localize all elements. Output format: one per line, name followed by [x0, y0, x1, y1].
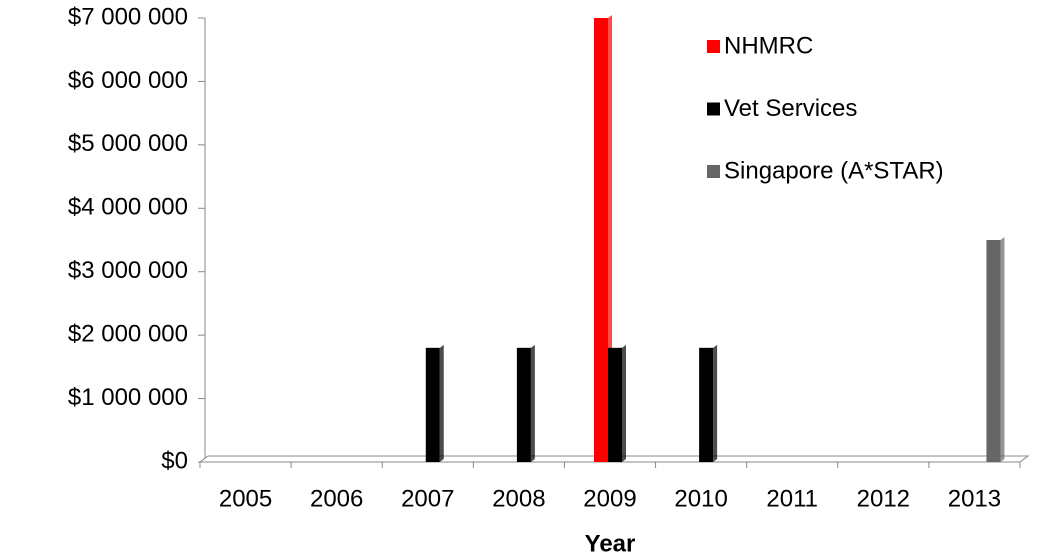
y-tick-label: $7 000 000: [68, 3, 188, 30]
x-axis-label: Year: [585, 530, 636, 557]
bar: [608, 347, 622, 462]
y-tick-label: $1 000 000: [68, 384, 188, 411]
x-tick-label: 2011: [766, 485, 818, 512]
bar-side: [530, 344, 535, 462]
legend-swatch: [707, 165, 720, 178]
y-tick-label: $2 000 000: [68, 320, 188, 347]
x-tick-label: 2008: [492, 485, 545, 512]
y-tick-label: $6 000 000: [68, 67, 188, 94]
x-tick-label: 2007: [401, 485, 454, 512]
y-tick-label: $0: [161, 447, 188, 474]
legend-swatch: [707, 40, 720, 53]
x-tick-label: 2006: [310, 485, 363, 512]
bar-side: [622, 344, 626, 462]
bar: [594, 18, 608, 462]
bar: [425, 347, 440, 462]
bar-side: [1000, 237, 1005, 462]
x-tick-label: 2013: [948, 485, 1001, 512]
bar: [699, 347, 714, 462]
bar: [516, 347, 531, 462]
x-tick-label: 2012: [857, 485, 910, 512]
x-tick-label: 2010: [674, 485, 727, 512]
y-tick-label: $5 000 000: [68, 130, 188, 157]
bar: [986, 240, 1001, 462]
x-tick-label: 2005: [219, 485, 272, 512]
y-tick-label: $3 000 000: [68, 257, 188, 284]
legend-label: NHMRC: [724, 32, 813, 59]
legend-label: Singapore (A*STAR): [724, 157, 944, 184]
legend-swatch: [707, 102, 720, 116]
bar-side: [713, 344, 718, 462]
x-tick-label: 2009: [583, 485, 636, 512]
y-tick-label: $4 000 000: [68, 194, 188, 221]
bar-side: [439, 344, 444, 462]
legend-label: Vet Services: [724, 95, 857, 122]
